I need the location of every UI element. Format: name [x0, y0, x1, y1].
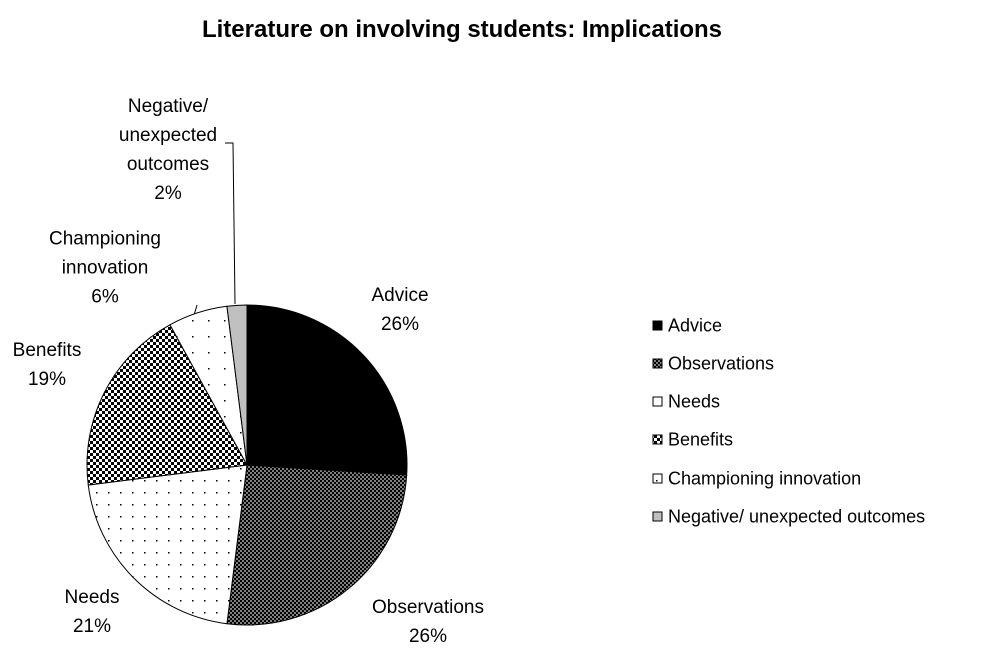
legend-marker — [652, 473, 663, 484]
legend-marker — [652, 358, 663, 369]
chart-title: Literature on involving students: Implic… — [201, 16, 723, 43]
legend-label: Advice — [668, 315, 723, 336]
data-label-name: Advice — [371, 285, 429, 306]
pie-slice — [86, 324, 248, 486]
data-label: Advice 26% — [315, 281, 485, 339]
data-label-name: Benefits — [12, 340, 82, 361]
data-label: Observations 26% — [343, 593, 513, 649]
pie-slice — [87, 464, 248, 625]
legend-label: Benefits — [668, 429, 734, 450]
legend-marker — [652, 511, 663, 522]
data-label-value: 26% — [380, 314, 420, 335]
legend-label: Negative/ unexpected outcomes — [668, 506, 926, 527]
pie-slice — [226, 304, 248, 466]
data-label-value: 26% — [408, 626, 448, 647]
legend-marker — [652, 396, 663, 407]
legend-marker — [652, 320, 663, 331]
legend-label: Needs — [668, 391, 721, 412]
data-label: Championing innovation 6% — [20, 225, 190, 312]
data-label-name: Championing innovation — [49, 228, 161, 279]
data-label-value: 2% — [154, 183, 182, 204]
data-label: Negative/ unexpected outcomes 2% — [108, 92, 228, 208]
leader-line — [225, 142, 236, 305]
data-label: Benefits 19% — [0, 336, 132, 394]
legend-marker — [652, 434, 663, 445]
data-label-value: 6% — [91, 286, 119, 308]
data-label-value: 21% — [72, 616, 112, 637]
data-label: Needs 21% — [7, 583, 177, 641]
data-label-name: Needs — [64, 587, 120, 608]
data-label-name: Negative/ unexpected outcomes — [118, 96, 218, 175]
legend-label: Championing innovation — [668, 468, 862, 489]
legend-label: Observations — [668, 353, 775, 374]
data-label-name: Observations — [372, 597, 484, 618]
data-label-value: 19% — [27, 369, 67, 390]
pie-slice — [246, 304, 408, 476]
pie-slice — [226, 464, 408, 626]
